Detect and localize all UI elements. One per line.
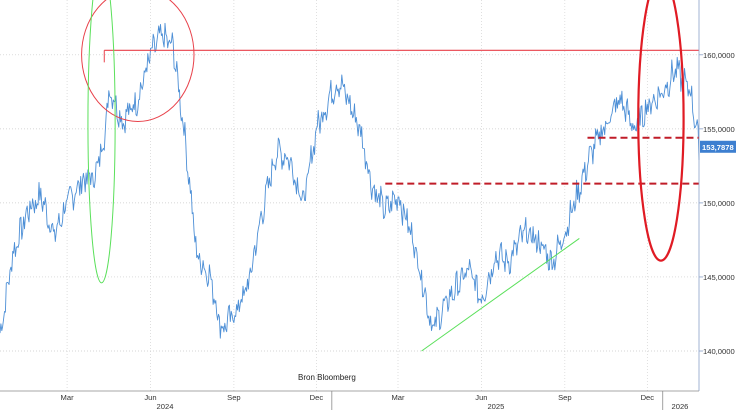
series-layer [0, 22, 700, 339]
x-tick-label: Sep [227, 393, 241, 402]
x-tick-label: Jun [144, 393, 156, 402]
highlight-ellipse [87, 0, 116, 284]
uptrend-line [421, 238, 580, 352]
y-tick-label: 140,0000 [703, 347, 735, 356]
x-tick-label: Mar [391, 393, 405, 402]
x-year-label: 2024 [157, 402, 174, 410]
y-tick-label: 145,0000 [703, 273, 735, 282]
y-tick-label: 155,0000 [703, 125, 735, 134]
grid-layer [0, 0, 699, 391]
annotation-layer [81, 0, 699, 352]
x-tick-label: Dec [310, 393, 324, 402]
last-value-badge [700, 140, 736, 153]
x-year-label: 2026 [672, 402, 689, 410]
x-tick-label: Dec [641, 393, 655, 402]
y-tick-label: 160,0000 [703, 51, 735, 60]
highlight-ellipse [637, 0, 685, 262]
x-tick-label: Jun [475, 393, 487, 402]
y-tick-label: 150,0000 [703, 199, 735, 208]
x-tick-label: Mar [61, 393, 75, 402]
x-tick-label: Sep [558, 393, 572, 402]
last-value-label: 153,7878 [702, 143, 734, 152]
x-year-label: 2025 [487, 402, 504, 410]
source-note: Bron Bloomberg [298, 373, 356, 382]
highlight-ellipse [81, 0, 195, 122]
price-series-line [0, 22, 700, 339]
